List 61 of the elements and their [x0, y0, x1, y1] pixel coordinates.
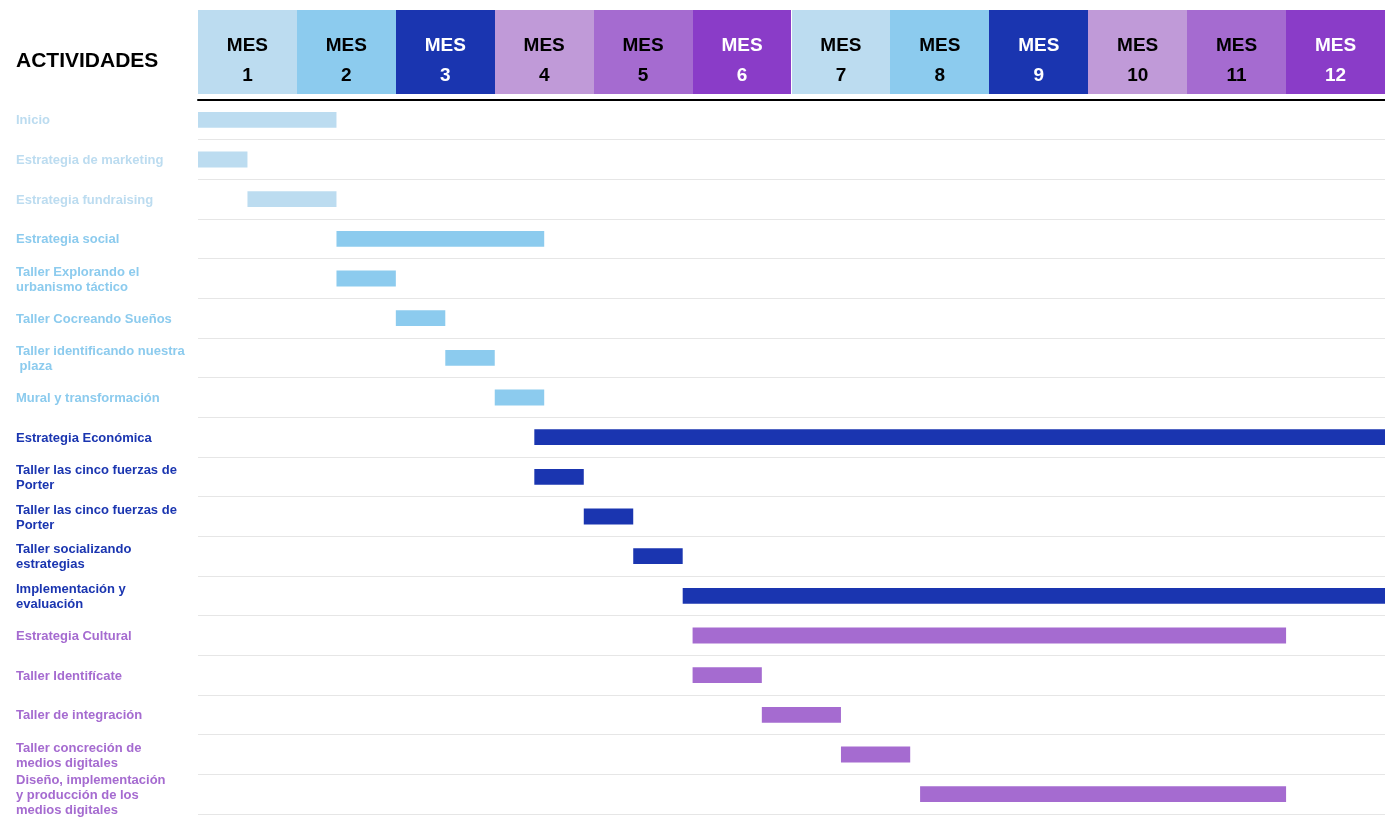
y-tick-label: Taller Identifícate: [16, 667, 122, 683]
y-tick-label: Taller Explorando el urbanismo táctico: [16, 263, 143, 294]
y-tick-label: Inicio: [16, 112, 51, 128]
y-tick-label: Mural y transformación: [16, 390, 160, 405]
x-tick-label: 6: [736, 64, 748, 85]
x-axis-title: MES: [226, 33, 269, 55]
bar: [198, 151, 248, 168]
text: MES: [523, 33, 565, 55]
y-tick-label: Taller identificando nuestra plaza: [16, 342, 186, 373]
text: MES: [1216, 33, 1258, 55]
text: MES: [820, 33, 862, 55]
y-tick-label: Estrategia Económica: [16, 429, 153, 445]
bar: [198, 111, 337, 128]
x-tick-label: 10: [1127, 64, 1149, 85]
x-tick-label: 4: [538, 64, 550, 85]
text: MES: [325, 33, 367, 55]
text: MES: [1314, 33, 1357, 55]
bar: [761, 706, 841, 723]
y-tick-label: Taller socializando estrategias: [16, 541, 135, 572]
bar: [336, 270, 396, 287]
y-tick-label: Taller las cinco fuerzas de Porter: [16, 501, 181, 532]
x-tick-label: 11: [1226, 64, 1248, 85]
y-tick-label: Implementación y evaluación: [16, 580, 130, 611]
text: MES: [1117, 33, 1159, 55]
bar: [445, 349, 495, 366]
bar: [395, 310, 446, 327]
y-tick-label: Estrategia de marketing: [16, 152, 164, 167]
bar: [336, 230, 545, 247]
x-tick-label: 1: [242, 64, 254, 85]
y-tick-label: Estrategia fundraising: [16, 191, 154, 207]
bar: [534, 468, 584, 485]
bar: [692, 667, 762, 684]
bar: [534, 429, 1385, 446]
bar: [633, 548, 683, 565]
x-tick-label: 2: [341, 64, 352, 85]
bar: [247, 191, 337, 208]
bar: [920, 786, 1287, 803]
text: MES: [1018, 33, 1060, 55]
y-tick-label: Estrategia social: [16, 231, 120, 247]
bar: [692, 627, 1287, 644]
x-tick-label: 12: [1324, 64, 1347, 85]
y-tick-label: Diseño, implementación y producción de los medios digitales: [16, 771, 170, 817]
text: MES: [622, 33, 664, 55]
x-tick-label: 8: [934, 64, 946, 85]
bar: [682, 587, 1385, 604]
text: MES: [919, 33, 961, 55]
bar: [494, 389, 545, 406]
x-tick-label: 7: [835, 64, 847, 85]
x-tick-label: 9: [1033, 64, 1045, 85]
y-axis-title: ACTIVIDADES: [16, 48, 159, 71]
x-tick-label: 3: [440, 64, 451, 85]
y-tick-label: Taller las cinco fuerzas de Porter: [16, 461, 181, 492]
y-tick-label: Estrategia Cultural: [16, 628, 132, 643]
text: MES: [424, 33, 466, 55]
y-tick-label: Taller Cocreando Sueños: [16, 310, 172, 326]
bar: [583, 508, 634, 525]
y-tick-label: Taller concreción de medios digitales: [16, 739, 146, 770]
text: MES: [721, 33, 763, 55]
y-tick-label: Taller de integración: [16, 707, 143, 723]
x-tick-label: 5: [637, 64, 649, 85]
bar: [840, 746, 911, 763]
